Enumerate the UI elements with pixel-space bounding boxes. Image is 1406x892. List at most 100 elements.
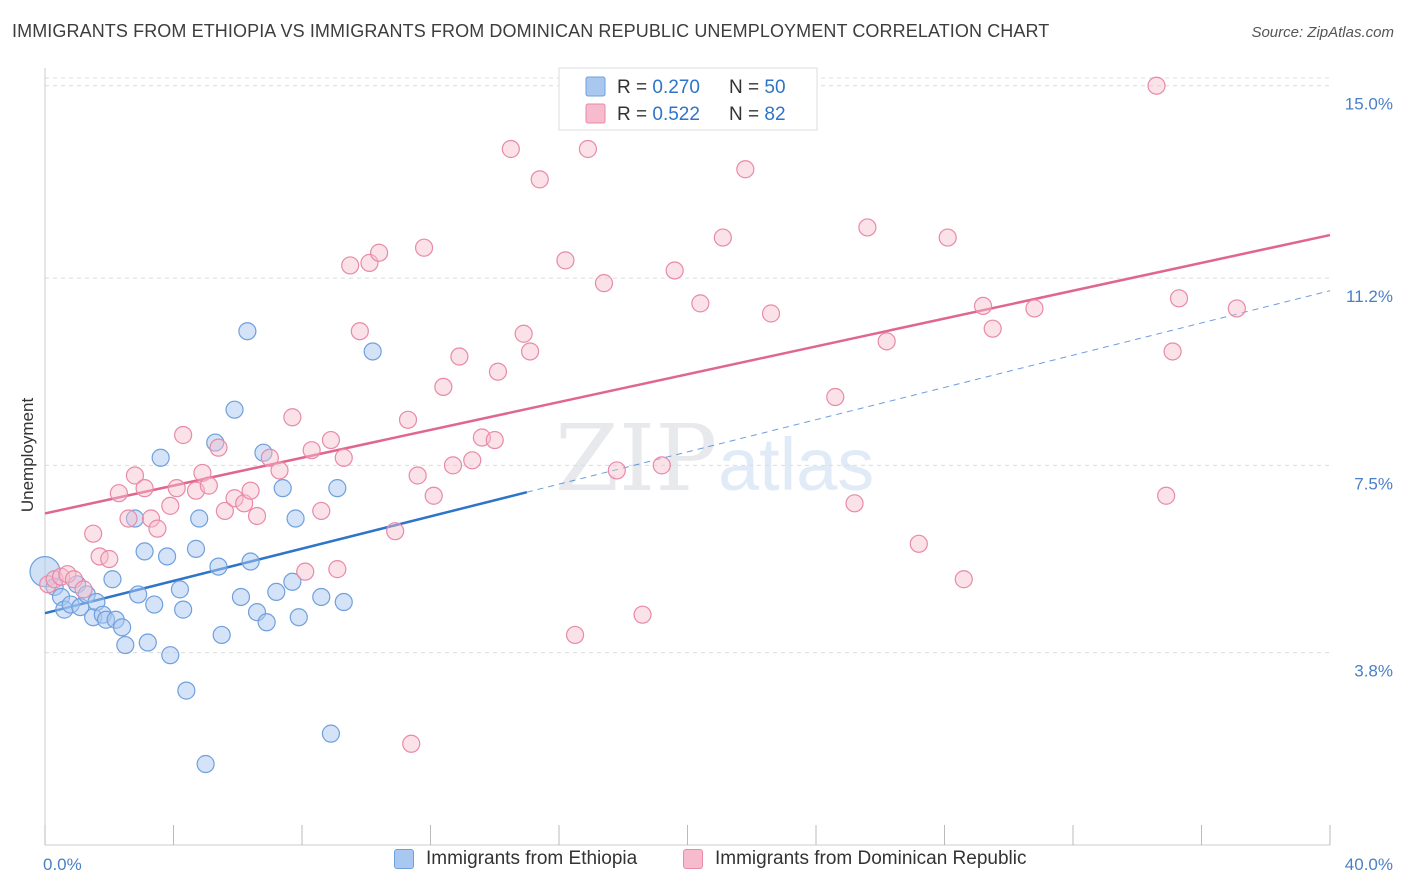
point-ethiopia-15 — [116, 635, 135, 655]
svg-text:N = 50: N = 50 — [729, 77, 786, 98]
point-dominican-50 — [485, 430, 504, 450]
point-ethiopia-19 — [138, 633, 157, 652]
point-ethiopia-41 — [273, 479, 292, 498]
point-dominican-51 — [488, 362, 508, 381]
legend-item-dominican[interactable]: Immigrants from Dominican Republic — [683, 848, 1027, 870]
point-dominican-25 — [241, 481, 260, 500]
source-credit: Source: ZipAtlas.com — [1251, 24, 1394, 41]
point-ethiopia-40 — [267, 582, 286, 602]
legend-r-label-a: R = — [617, 77, 652, 98]
point-ethiopia-49 — [363, 342, 382, 361]
trend-line-dominican — [44, 233, 1331, 515]
axes — [44, 68, 1331, 846]
point-dominican-43 — [414, 238, 434, 257]
point-ethiopia-31 — [209, 557, 228, 576]
point-ethiopia-32 — [212, 625, 231, 645]
series-dominican-points — [39, 76, 1246, 753]
y-tick-label-3: 15.0% — [1345, 95, 1393, 114]
point-dominican-6 — [84, 524, 103, 543]
point-ethiopia-17 — [129, 585, 148, 604]
point-dominican-33 — [321, 430, 341, 450]
point-dominican-54 — [520, 342, 540, 361]
legend-item-ethiopia[interactable]: Immigrants from Ethiopia — [394, 848, 637, 870]
point-dominican-42 — [408, 466, 427, 485]
point-dominican-32 — [312, 501, 331, 521]
point-dominican-44 — [424, 486, 443, 505]
point-dominican-66 — [736, 160, 755, 179]
point-ethiopia-44 — [289, 608, 308, 627]
point-dominican-71 — [877, 332, 896, 351]
point-dominican-27 — [260, 448, 279, 467]
point-ethiopia-16 — [125, 509, 145, 528]
y-axis-title: Unemployment — [18, 398, 37, 513]
point-dominican-69 — [845, 494, 864, 513]
point-ethiopia-18 — [135, 542, 154, 561]
point-dominican-41 — [398, 410, 418, 429]
point-ethiopia-43 — [286, 509, 305, 528]
legend-swatch-dominican-bottom — [683, 849, 703, 869]
point-dominican-35 — [334, 448, 353, 467]
legend-swatch-ethiopia — [585, 76, 606, 97]
point-dominican-30 — [296, 562, 315, 581]
point-dominican-55 — [530, 170, 549, 189]
trend-lines — [44, 233, 1331, 615]
point-dominican-26 — [247, 506, 267, 526]
point-ethiopia-28 — [190, 509, 209, 528]
point-dominican-48 — [463, 451, 482, 470]
point-dominican-82 — [1227, 299, 1246, 318]
gridlines — [45, 77, 1330, 654]
point-dominican-10 — [119, 509, 138, 528]
point-dominican-12 — [135, 479, 154, 498]
point-dominican-23 — [225, 489, 244, 508]
point-dominican-34 — [328, 560, 347, 579]
point-dominican-22 — [215, 501, 234, 521]
point-dominican-5 — [74, 580, 93, 599]
point-dominican-52 — [501, 139, 520, 159]
point-ethiopia-27 — [186, 539, 206, 558]
legend-label-ethiopia: Immigrants from Ethiopia — [426, 848, 638, 869]
point-dominican-28 — [270, 461, 289, 480]
point-dominican-13 — [141, 509, 161, 528]
point-dominican-45 — [434, 377, 453, 396]
legend-n-value-b: 82 — [764, 104, 785, 125]
trend-line-ethiopia — [44, 490, 528, 615]
point-ethiopia-12 — [103, 570, 122, 589]
point-ethiopia-14 — [112, 618, 132, 637]
point-dominican-72 — [909, 534, 928, 553]
chart-title: IMMIGRANTS FROM ETHIOPIA VS IMMIGRANTS F… — [12, 21, 1050, 41]
point-dominican-62 — [652, 456, 671, 475]
point-dominican-21 — [209, 438, 228, 457]
point-dominican-14 — [148, 519, 167, 538]
point-dominican-11 — [125, 466, 145, 485]
point-dominican-46 — [443, 456, 463, 475]
series-ethiopia-points — [29, 322, 382, 774]
point-ethiopia-21 — [151, 448, 170, 467]
svg-text:R = 0.270: R = 0.270 — [617, 77, 700, 98]
point-dominican-65 — [713, 228, 732, 247]
point-dominican-63 — [665, 261, 684, 280]
point-dominican-31 — [302, 441, 321, 460]
point-dominican-16 — [167, 479, 186, 498]
point-ethiopia-46 — [321, 724, 341, 743]
point-ethiopia-36 — [241, 552, 260, 571]
point-dominican-74 — [954, 570, 973, 589]
legend-label-dominican: Immigrants from Dominican Republic — [715, 848, 1027, 869]
point-dominican-77 — [1025, 299, 1044, 318]
point-dominican-39 — [370, 243, 389, 262]
point-ethiopia-23 — [161, 646, 180, 665]
point-ethiopia-25 — [174, 600, 193, 619]
watermark-atlas: atlas — [718, 423, 874, 506]
point-dominican-47 — [450, 347, 469, 366]
point-dominican-64 — [691, 294, 710, 313]
point-dominican-73 — [938, 228, 957, 247]
legend-swatch-dominican — [585, 103, 606, 124]
point-ethiopia-22 — [157, 547, 177, 566]
point-ethiopia-47 — [328, 479, 347, 498]
point-ethiopia-20 — [145, 595, 164, 614]
legend-swatch-ethiopia-bottom — [394, 849, 414, 869]
point-dominican-53 — [514, 324, 533, 343]
point-dominican-61 — [633, 605, 652, 624]
tick-labels: 3.8% 7.5% 11.2% 15.0% 0.0% 40.0% — [43, 95, 1393, 874]
legend-r-label-b: R = — [617, 104, 652, 125]
